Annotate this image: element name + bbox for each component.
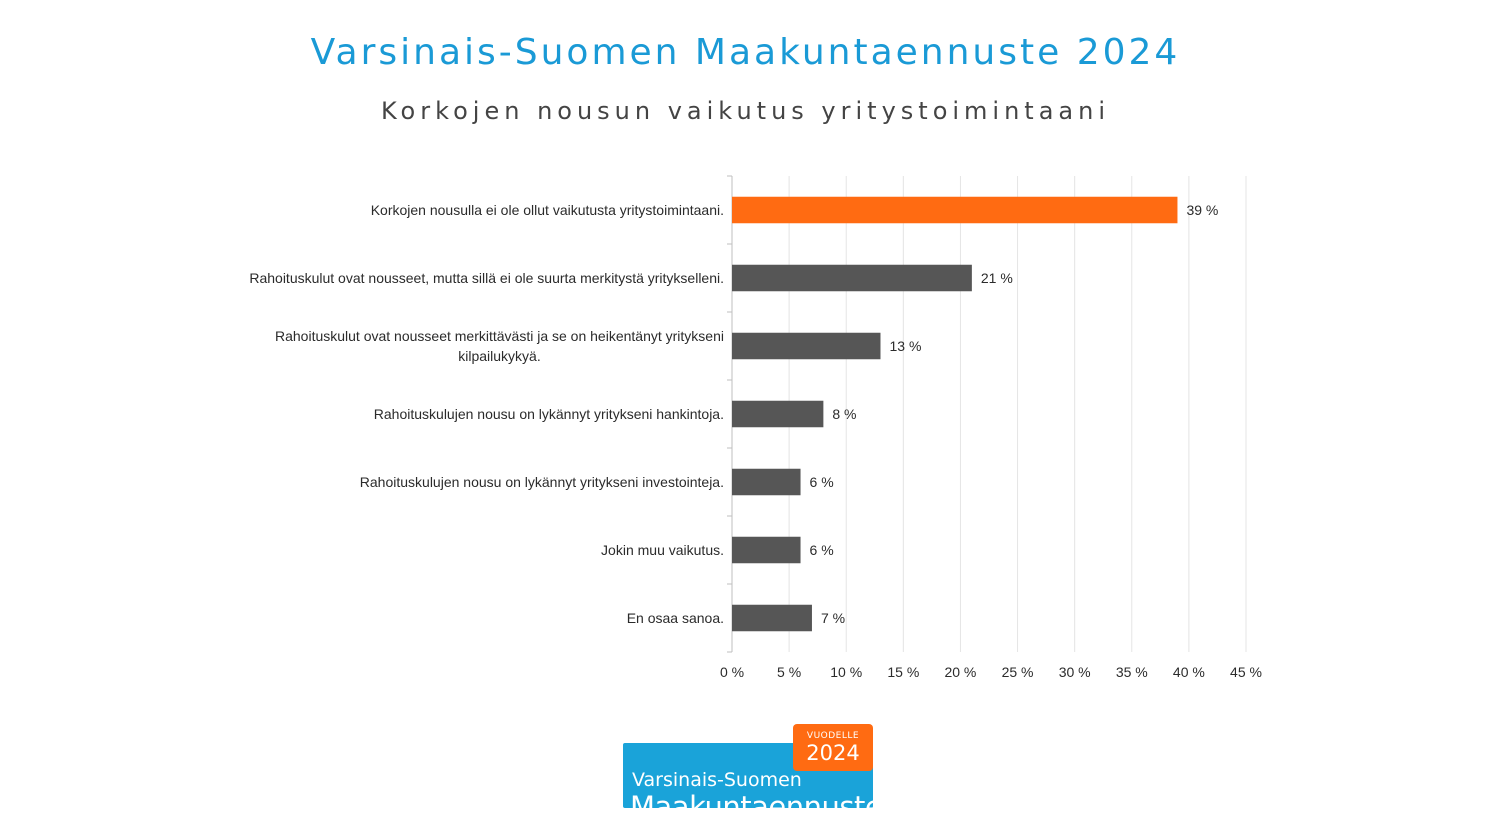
category-label: Korkojen nousulla ei ole ollut vaikutust… bbox=[371, 202, 724, 218]
x-tick-label: 15 % bbox=[887, 664, 919, 680]
x-tick-label: 35 % bbox=[1116, 664, 1148, 680]
data-label: 7 % bbox=[821, 610, 845, 626]
x-tick-label: 20 % bbox=[944, 664, 976, 680]
category-label-line: Rahoituskulut ovat nousseet, mutta sillä… bbox=[249, 270, 724, 286]
bar bbox=[732, 264, 972, 292]
category-label: Rahoituskulujen nousu on lykännyt yrityk… bbox=[374, 406, 724, 422]
logo-badge-year: 2024 bbox=[806, 741, 860, 765]
category-label-line: Rahoituskulut ovat nousseet merkittäväst… bbox=[275, 328, 724, 344]
x-tick-label: 25 % bbox=[1002, 664, 1034, 680]
bar-chart: 0 % 5 % 10 % 15 % 20 % 25 % 30 % 35 % 40 % 45 % 39… bbox=[249, 175, 1262, 680]
x-tick-label: 10 % bbox=[830, 664, 862, 680]
x-tick-label: 40 % bbox=[1173, 664, 1205, 680]
category-label-line: Rahoituskulujen nousu on lykännyt yrityk… bbox=[360, 474, 724, 490]
category-label: Jokin muu vaikutus. bbox=[601, 542, 724, 558]
category-label-line: Jokin muu vaikutus. bbox=[601, 542, 724, 558]
data-label: 13 % bbox=[889, 338, 921, 354]
logo-line1: Varsinais-Suomen bbox=[632, 769, 802, 791]
data-label: 21 % bbox=[981, 270, 1013, 286]
data-label: 8 % bbox=[832, 406, 856, 422]
chart-title: Varsinais-Suomen Maakuntaennuste 2024 bbox=[310, 32, 1181, 73]
chart-subtitle: Korkojen nousun vaikutus yritystoimintaa… bbox=[380, 97, 1111, 125]
bar bbox=[732, 332, 881, 360]
logo-year-badge: VUODELLE 2024 bbox=[793, 724, 873, 771]
data-label: 39 % bbox=[1186, 202, 1218, 218]
bar bbox=[732, 468, 801, 496]
x-tick-label: 30 % bbox=[1059, 664, 1091, 680]
category-label-line: En osaa sanoa. bbox=[627, 610, 724, 626]
maakuntaennuste-logo: Varsinais-Suomen Maakuntaennuste VUODELL… bbox=[623, 724, 883, 824]
category-label-line: kilpailukykyä. bbox=[458, 348, 540, 364]
bar bbox=[732, 196, 1178, 224]
category-label: En osaa sanoa. bbox=[627, 610, 724, 626]
bar bbox=[732, 604, 812, 632]
category-label: Rahoituskulut ovat nousseet, mutta sillä… bbox=[249, 270, 724, 286]
bar bbox=[732, 536, 801, 564]
x-tick-label: 45 % bbox=[1230, 664, 1262, 680]
logo-badge-caption: VUODELLE bbox=[806, 731, 860, 741]
x-tick-label: 0 % bbox=[720, 664, 744, 680]
data-label: 6 % bbox=[810, 474, 834, 490]
category-label: Rahoituskulut ovat nousseet merkittäväst… bbox=[275, 328, 724, 364]
logo-line2: Maakuntaennuste bbox=[630, 790, 883, 824]
x-tick-label: 5 % bbox=[777, 664, 801, 680]
category-label-line: Rahoituskulujen nousu on lykännyt yrityk… bbox=[374, 406, 724, 422]
data-label: 6 % bbox=[810, 542, 834, 558]
category-label-line: Korkojen nousulla ei ole ollut vaikutust… bbox=[371, 202, 724, 218]
category-label: Rahoituskulujen nousu on lykännyt yrityk… bbox=[360, 474, 724, 490]
bar bbox=[732, 400, 824, 428]
